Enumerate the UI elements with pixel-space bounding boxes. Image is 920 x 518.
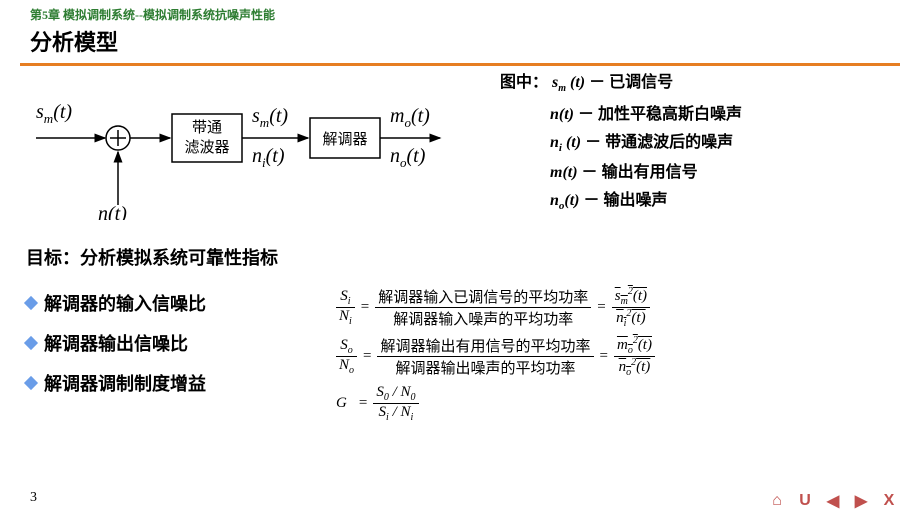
legend-desc-0: 已调信号 xyxy=(609,74,673,91)
formula-block: SiNi = 解调器输入已调信号的平均功率解调器输入噪声的平均功率 = sm2(… xyxy=(336,280,655,429)
formula-1: SiNi = 解调器输入已调信号的平均功率解调器输入噪声的平均功率 = sm2(… xyxy=(336,286,655,329)
page-number: 3 xyxy=(30,490,37,506)
content-area: sm(t) n(t) 带通 滤波器 sm(t) ni(t) 解调器 mo(t) … xyxy=(0,66,920,270)
f2-mid-d: 解调器输出噪声的平均功率 xyxy=(377,357,593,378)
header-path: 第5章 模拟调制系统--模拟调制系统抗噪声性能 xyxy=(0,0,920,23)
back-button[interactable]: U xyxy=(794,492,816,510)
legend-desc-4: 输出噪声 xyxy=(604,192,668,209)
legend-desc-3: 输出有用信号 xyxy=(602,164,698,181)
diamond-icon xyxy=(24,376,38,390)
block-diagram: sm(t) n(t) 带通 滤波器 sm(t) ni(t) 解调器 mo(t) … xyxy=(30,90,480,220)
legend: 图中： sm (t) － 已调信号 n(t) － 加性平稳高斯白噪声 ni (t… xyxy=(500,68,742,217)
f1-mid-d: 解调器输入噪声的平均功率 xyxy=(375,308,591,329)
legend-row-1: n(t) － 加性平稳高斯白噪声 xyxy=(550,100,742,124)
legend-title: 图中： sm (t) － 已调信号 xyxy=(500,68,742,94)
legend-prefix: 图中： xyxy=(500,74,548,91)
diamond-icon xyxy=(24,296,38,310)
legend-desc-1: 加性平稳高斯白噪声 xyxy=(598,106,742,123)
bullet-text-2: 解调器输出信噪比 xyxy=(44,330,188,356)
home-button[interactable]: ⌂ xyxy=(766,492,788,510)
f2-mid-n: 解调器输出有用信号的平均功率 xyxy=(377,335,593,357)
legend-row-2: ni (t) － 带通滤波后的噪声 xyxy=(550,128,742,154)
bullet-list: 解调器的输入信噪比 解调器输出信噪比 解调器调制制度增益 xyxy=(26,276,306,410)
legend-desc-2: 带通滤波后的噪声 xyxy=(605,134,733,151)
bullet-1: 解调器的输入信噪比 xyxy=(26,290,306,316)
nav-bar: ⌂ U ◀ ▶ X xyxy=(766,492,900,510)
svg-text:带通: 带通 xyxy=(192,119,222,136)
diamond-icon xyxy=(24,336,38,350)
bullet-3: 解调器调制制度增益 xyxy=(26,370,306,396)
svg-text:解调器: 解调器 xyxy=(322,131,367,148)
bullet-2: 解调器输出信噪比 xyxy=(26,330,306,356)
page-title: 分析模型 xyxy=(0,23,920,63)
svg-text:sm(t): sm(t) xyxy=(252,105,288,130)
bullet-text-3: 解调器调制制度增益 xyxy=(44,370,206,396)
prev-button[interactable]: ◀ xyxy=(822,492,844,510)
bullet-text-1: 解调器的输入信噪比 xyxy=(44,290,206,316)
svg-text:mo(t): mo(t) xyxy=(390,105,430,130)
formula-2: SoNo = 解调器输出有用信号的平均功率解调器输出噪声的平均功率 = mo2(… xyxy=(336,335,655,378)
svg-text:n(t): n(t) xyxy=(98,203,127,220)
svg-text:sm(t): sm(t) xyxy=(36,101,72,126)
svg-text:ni(t): ni(t) xyxy=(252,145,285,170)
formula-3: G= S0 / N0Si / Ni xyxy=(336,384,655,423)
close-button[interactable]: X xyxy=(878,492,900,510)
goal-heading: 目标：分析模拟系统可靠性指标 xyxy=(26,244,900,270)
next-button[interactable]: ▶ xyxy=(850,492,872,510)
legend-row-4: no(t) － 输出噪声 xyxy=(550,186,742,212)
svg-text:no(t): no(t) xyxy=(390,145,426,170)
f1-mid-n: 解调器输入已调信号的平均功率 xyxy=(375,286,591,308)
legend-row-3: m(t) － 输出有用信号 xyxy=(550,158,742,182)
svg-text:滤波器: 滤波器 xyxy=(184,139,229,156)
